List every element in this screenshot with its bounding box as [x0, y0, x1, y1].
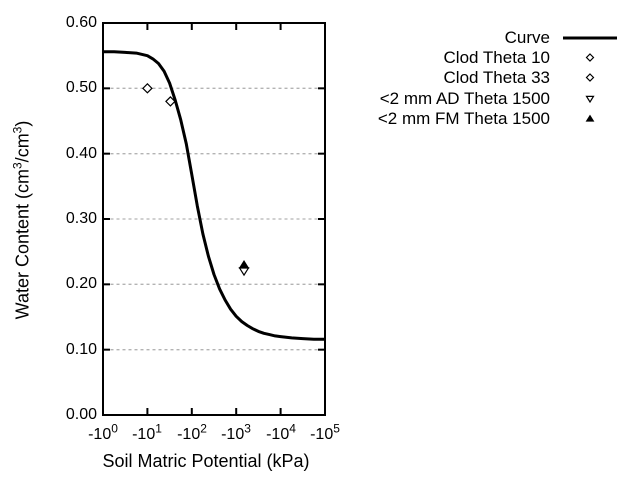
y-tick-label: 0.40	[65, 145, 97, 162]
y-tick-label: 0.30	[65, 210, 97, 227]
y-tick-label: 0.00	[65, 406, 97, 423]
y-axis-title-text: /cm	[12, 133, 33, 163]
legend-label-curve: Curve	[504, 28, 550, 47]
x-axis-title: Soil Matric Potential (kPa)	[102, 451, 310, 471]
legend-label-clod-theta-33: Clod Theta 33	[443, 67, 550, 87]
y-axis-title-text: )	[12, 120, 33, 127]
y-axis-title-sup: 3	[10, 162, 25, 169]
legend-label-ad-theta-1500: <2 mm AD Theta 1500	[379, 89, 550, 108]
x-tick-label: -101	[132, 421, 162, 443]
legend-label-fm-theta-1500: <2 mm FM Theta 1500	[377, 108, 550, 128]
x-tick-label: -105	[310, 421, 340, 443]
y-tick-label: 0.20	[65, 275, 97, 292]
y-axis-title: Water Content (cm3/cm3)	[10, 120, 34, 320]
y-tick-label: 0.50	[65, 79, 97, 96]
legend-label-clod-theta-10: Clod Theta 10	[443, 47, 550, 67]
y-tick-label: 0.10	[65, 341, 97, 358]
x-tick-label: -102	[177, 421, 207, 443]
y-tick-label: 0.60	[65, 14, 97, 31]
y-axis-title-text: Water Content (cm	[12, 169, 33, 320]
x-tick-label: -103	[221, 421, 251, 443]
x-tick-label: -100	[88, 421, 118, 443]
y-axis-title-sup: 3	[10, 126, 25, 134]
x-tick-label: -104	[266, 421, 296, 443]
